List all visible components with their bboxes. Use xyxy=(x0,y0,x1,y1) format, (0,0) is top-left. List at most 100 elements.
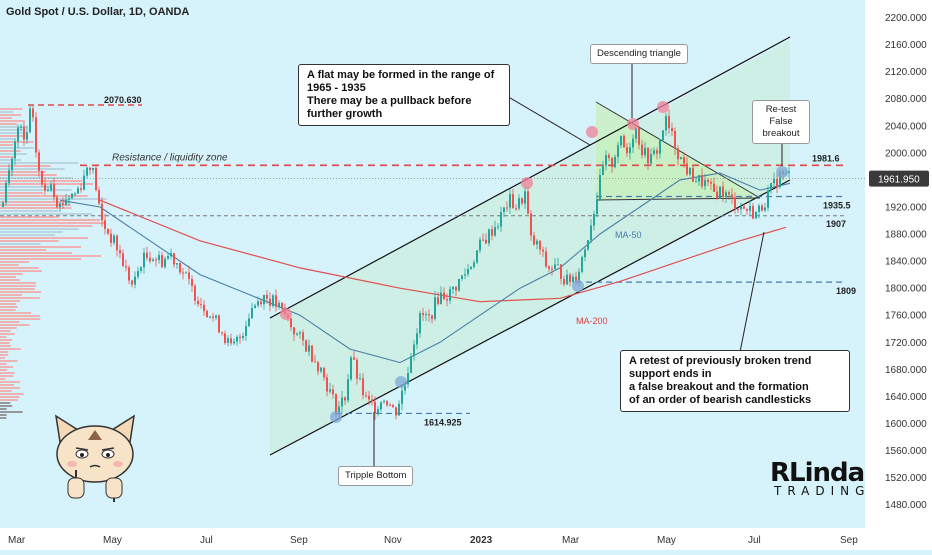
candle-body xyxy=(86,167,88,176)
volume-profile-bar xyxy=(0,243,41,245)
candle-body xyxy=(551,268,553,270)
candle-body xyxy=(401,390,403,404)
candle-body xyxy=(674,131,676,149)
candle-body xyxy=(440,292,442,304)
candle-body xyxy=(29,108,31,133)
volume-profile-bar xyxy=(0,381,21,383)
level-1907-label: 1907 xyxy=(826,219,846,229)
candle-body xyxy=(605,155,607,166)
volume-profile-bar xyxy=(0,291,42,293)
candle-body xyxy=(683,157,685,164)
retest-label: Re-test False breakout xyxy=(752,100,810,144)
volume-profile-bar xyxy=(0,153,27,155)
candle-body xyxy=(479,239,481,251)
candle-body xyxy=(668,116,670,129)
candle-body xyxy=(89,167,91,170)
volume-profile-bar xyxy=(0,219,101,221)
volume-profile-bar xyxy=(0,249,47,251)
logo-line-1: RLinda xyxy=(770,458,865,488)
volume-profile-bar xyxy=(0,183,94,185)
volume-profile-bar xyxy=(0,237,89,239)
candle-body xyxy=(509,194,511,208)
volume-profile-bar xyxy=(0,294,22,296)
candle-body xyxy=(386,401,388,406)
candle-body xyxy=(260,301,262,305)
candle-body xyxy=(662,130,664,140)
volume-profile-bar xyxy=(0,258,82,260)
x-tick-label: Sep xyxy=(290,535,308,546)
candle-body xyxy=(500,212,502,227)
red-touch-marker xyxy=(521,177,533,189)
candle-body xyxy=(515,208,517,210)
candle-body xyxy=(77,188,79,194)
candle-body xyxy=(548,266,550,269)
candle-body xyxy=(377,409,379,414)
volume-profile-bar xyxy=(0,222,105,224)
red-touch-marker xyxy=(280,308,292,320)
flat-range-note: A flat may be formed in the range of 196… xyxy=(298,64,510,126)
volume-profile-bar xyxy=(0,171,46,173)
candle-body xyxy=(332,389,334,395)
candle-body xyxy=(269,298,271,306)
candle-body xyxy=(53,184,55,198)
y-tick-label: 1920.000 xyxy=(885,202,927,213)
candle-body xyxy=(749,206,751,211)
candle-body xyxy=(224,333,226,343)
candle-body xyxy=(788,171,790,173)
candle-body xyxy=(482,239,484,241)
candle-body xyxy=(677,148,679,160)
blue-touch-marker xyxy=(395,376,407,388)
volume-profile-bar xyxy=(0,375,14,377)
candle-body xyxy=(719,186,721,199)
candle-body xyxy=(95,167,97,190)
volume-profile-bar xyxy=(0,195,88,197)
candle-body xyxy=(335,394,337,415)
x-tick-label: Nov xyxy=(384,535,402,546)
candle-body xyxy=(410,356,412,373)
symbol-title: Gold Spot / U.S. Dollar, 1D, OANDA xyxy=(6,6,190,18)
candle-body xyxy=(155,259,157,261)
volume-profile-bar xyxy=(0,264,19,266)
volume-profile-bar xyxy=(0,177,73,179)
candle-body xyxy=(320,367,322,372)
candle-body xyxy=(137,270,139,277)
volume-profile-bar xyxy=(0,126,27,128)
candle-body xyxy=(530,213,532,236)
y-tick-label: 1880.000 xyxy=(885,230,927,241)
candle-body xyxy=(80,188,82,190)
candle-body xyxy=(554,264,556,270)
volume-profile-bar xyxy=(0,414,7,416)
y-tick-label: 2160.000 xyxy=(885,40,927,51)
candle-body xyxy=(704,180,706,187)
bearish-note-line-2: a false breakout and the formation xyxy=(629,381,809,393)
volume-profile-bar xyxy=(0,360,18,362)
candle-body xyxy=(560,264,562,279)
candle-body xyxy=(455,286,457,291)
candle-body xyxy=(596,199,598,215)
candle-body xyxy=(128,267,130,281)
candle-body xyxy=(74,193,76,195)
candle-body xyxy=(761,205,763,211)
candle-body xyxy=(446,299,448,301)
candle-body xyxy=(392,405,394,408)
candle-body xyxy=(521,198,523,204)
volume-profile-bar xyxy=(0,192,44,194)
candle-body xyxy=(116,235,118,251)
candle-body xyxy=(419,313,421,334)
candle-body xyxy=(152,259,154,262)
candle-body xyxy=(755,211,757,219)
candle-body xyxy=(8,170,10,183)
retest-line-1: Re-test xyxy=(765,104,797,115)
candle-body xyxy=(353,357,355,360)
volume-profile-bar xyxy=(0,117,12,119)
volume-profile-bar xyxy=(0,339,13,341)
y-tick-label: 1760.000 xyxy=(885,311,927,322)
candle-body xyxy=(233,341,235,344)
candle-body xyxy=(680,157,682,160)
candle-body xyxy=(110,233,112,243)
candle-body xyxy=(176,263,178,265)
candle-body xyxy=(416,333,418,345)
volume-profile-bar xyxy=(0,270,42,272)
candle-body xyxy=(740,206,742,210)
